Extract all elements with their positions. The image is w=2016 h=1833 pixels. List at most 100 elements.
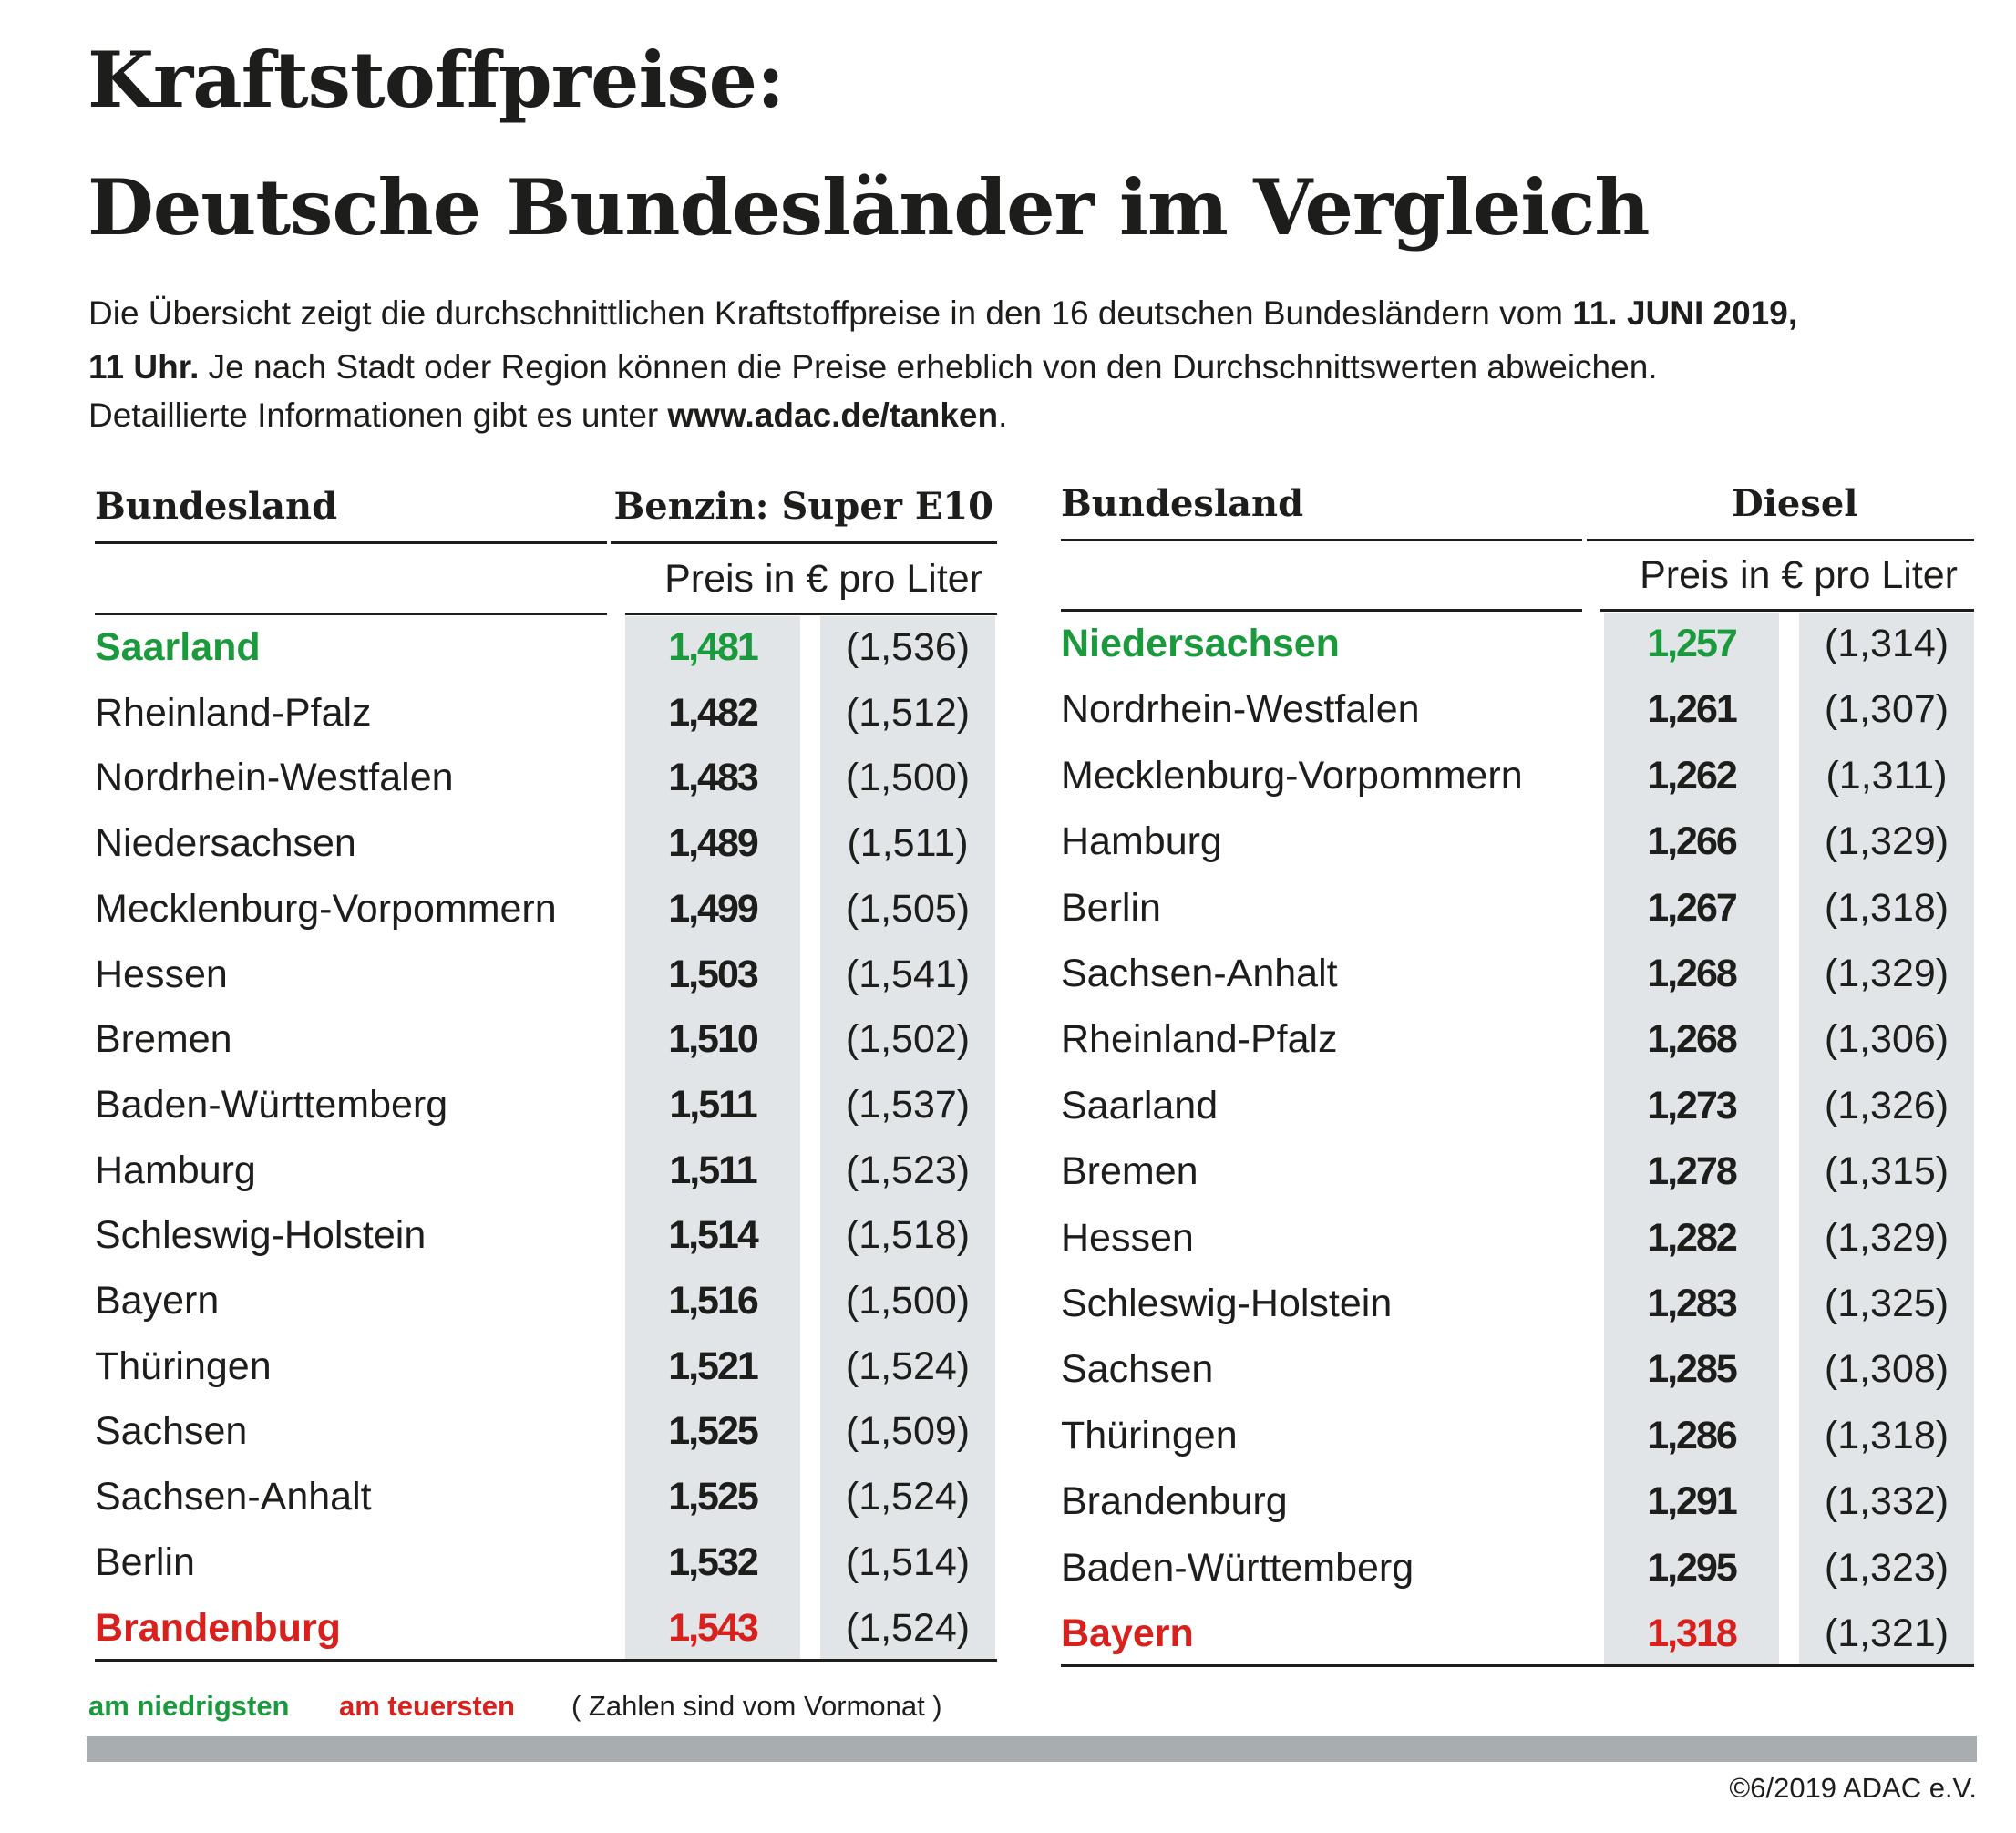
price-column-bg bbox=[1604, 613, 1779, 1664]
current-price: 1,511 bbox=[669, 1148, 757, 1192]
previous-price: (1,537) bbox=[845, 1082, 971, 1127]
state-name: Niedersachsen bbox=[1061, 622, 1340, 665]
current-price: 1,503 bbox=[668, 952, 759, 996]
current-price: 1,543 bbox=[668, 1605, 759, 1650]
divider bbox=[1061, 1664, 1974, 1667]
previous-price: (1,323) bbox=[1824, 1545, 1949, 1590]
state-name: Bremen bbox=[1061, 1149, 1198, 1194]
state-name: Bremen bbox=[95, 1017, 232, 1062]
divider bbox=[95, 1659, 997, 1662]
current-price: 1,261 bbox=[1647, 687, 1738, 732]
current-price: 1,318 bbox=[1647, 1612, 1738, 1655]
legend-highest: am teuersten bbox=[339, 1690, 515, 1722]
footer-bar bbox=[87, 1736, 1977, 1762]
current-price: 1,282 bbox=[1647, 1215, 1738, 1260]
current-price: 1,257 bbox=[1647, 622, 1738, 665]
state-name: Brandenburg bbox=[95, 1605, 341, 1650]
previous-price: (1,524) bbox=[845, 1605, 971, 1650]
intro-line-2: 11 Uhr. Je nach Stadt oder Region können… bbox=[88, 350, 1658, 384]
divider bbox=[1061, 539, 1582, 541]
previous-price: (1,315) bbox=[1824, 1149, 1949, 1194]
previous-price: (1,329) bbox=[1824, 819, 1949, 864]
current-price: 1,285 bbox=[1647, 1347, 1738, 1392]
state-name: Berlin bbox=[1061, 885, 1161, 930]
current-price: 1,516 bbox=[668, 1279, 759, 1323]
divider bbox=[1061, 609, 1582, 612]
previous-column-bg bbox=[820, 616, 995, 1659]
adac-link[interactable]: www.adac.de/tanken bbox=[667, 396, 999, 434]
intro-period: . bbox=[998, 396, 1008, 434]
price-column-bg bbox=[625, 616, 800, 1659]
divider bbox=[1600, 609, 1974, 612]
state-name: Thüringen bbox=[95, 1344, 272, 1388]
current-price: 1,489 bbox=[668, 821, 759, 866]
state-name: Brandenburg bbox=[1061, 1479, 1288, 1524]
state-column-header: Bundesland bbox=[1061, 482, 1304, 525]
current-price: 1,295 bbox=[1647, 1545, 1738, 1590]
state-name: Sachsen-Anhalt bbox=[95, 1475, 372, 1519]
previous-price: (1,326) bbox=[1824, 1083, 1949, 1128]
state-name: Sachsen bbox=[95, 1409, 248, 1454]
previous-price: (1,314) bbox=[1824, 622, 1949, 665]
state-name: Mecklenburg-Vorpommern bbox=[95, 886, 557, 931]
current-price: 1,481 bbox=[668, 625, 759, 669]
state-name: Saarland bbox=[95, 625, 261, 669]
fuel-column-header: Benzin: Super E10 bbox=[613, 485, 993, 528]
state-name: Sachsen-Anhalt bbox=[1061, 952, 1338, 995]
previous-price: (1,318) bbox=[1824, 1413, 1949, 1457]
previous-price: (1,318) bbox=[1824, 885, 1949, 930]
state-name: Hamburg bbox=[95, 1148, 256, 1192]
current-price: 1,291 bbox=[1647, 1479, 1738, 1524]
state-name: Berlin bbox=[95, 1540, 195, 1584]
previous-price: (1,509) bbox=[845, 1409, 971, 1454]
legend-note: ( Zahlen sind vom Vormonat ) bbox=[571, 1690, 942, 1722]
previous-price: (1,307) bbox=[1824, 687, 1949, 732]
state-name: Baden-Württemberg bbox=[95, 1082, 448, 1127]
divider bbox=[95, 613, 607, 615]
intro-text: Detaillierte Informationen gibt es unter bbox=[88, 396, 668, 434]
state-name: Niedersachsen bbox=[95, 821, 356, 866]
current-price: 1,525 bbox=[668, 1409, 759, 1454]
current-price: 1,514 bbox=[668, 1213, 759, 1258]
unit-label: Preis in € pro Liter bbox=[664, 557, 982, 601]
intro-date: 11. JUNI 2019, bbox=[1572, 294, 1798, 332]
state-name: Rheinland-Pfalz bbox=[95, 690, 372, 735]
previous-price: (1,541) bbox=[845, 952, 971, 996]
current-price: 1,510 bbox=[668, 1017, 759, 1062]
previous-column-bg bbox=[1799, 613, 1974, 1664]
state-name: Mecklenburg-Vorpommern bbox=[1061, 753, 1523, 798]
previous-price: (1,332) bbox=[1824, 1479, 1949, 1524]
current-price: 1,267 bbox=[1647, 885, 1738, 930]
state-name: Sachsen bbox=[1061, 1347, 1214, 1392]
state-name: Hamburg bbox=[1061, 819, 1222, 864]
divider bbox=[625, 613, 997, 615]
state-name: Nordrhein-Westfalen bbox=[95, 756, 454, 800]
legend-lowest: am niedrigsten bbox=[88, 1690, 290, 1722]
divider bbox=[1587, 539, 1974, 541]
previous-price: (1,524) bbox=[845, 1344, 971, 1388]
previous-price: (1,502) bbox=[845, 1017, 971, 1062]
current-price: 1,511 bbox=[669, 1082, 757, 1127]
previous-price: (1,514) bbox=[845, 1540, 971, 1584]
previous-price: (1,329) bbox=[1824, 1215, 1949, 1260]
current-price: 1,499 bbox=[668, 886, 759, 931]
title-line-1: Kraftstoffpreise: bbox=[87, 35, 785, 125]
previous-price: (1,308) bbox=[1824, 1347, 1949, 1392]
current-price: 1,262 bbox=[1647, 753, 1738, 798]
state-name: Hessen bbox=[1061, 1215, 1194, 1260]
state-name: Saarland bbox=[1061, 1083, 1219, 1128]
copyright: ©6/2019 ADAC e.V. bbox=[1729, 1772, 1977, 1804]
previous-price: (1,329) bbox=[1824, 952, 1949, 995]
current-price: 1,268 bbox=[1647, 1017, 1738, 1062]
current-price: 1,266 bbox=[1647, 819, 1738, 864]
previous-price: (1,511) bbox=[847, 821, 969, 866]
previous-price: (1,505) bbox=[845, 886, 971, 931]
title-line-2: Deutsche Bundesländer im Vergleich bbox=[87, 162, 1650, 252]
current-price: 1,482 bbox=[668, 690, 759, 735]
current-price: 1,278 bbox=[1647, 1149, 1738, 1194]
intro-line-3: Detaillierte Informationen gibt es unter… bbox=[88, 398, 1007, 432]
previous-price: (1,512) bbox=[845, 690, 971, 735]
state-column-header: Bundesland bbox=[95, 485, 338, 528]
intro-text: Je nach Stadt oder Region können die Pre… bbox=[199, 348, 1658, 386]
previous-price: (1,500) bbox=[845, 1279, 971, 1323]
